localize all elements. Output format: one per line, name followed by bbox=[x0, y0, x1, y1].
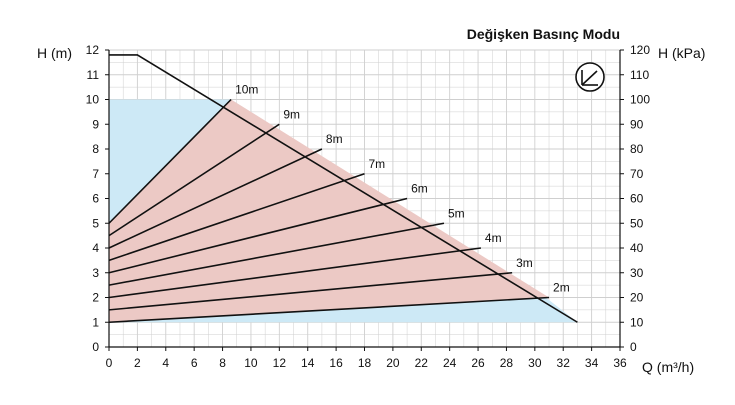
y-tick-label-right: 50 bbox=[630, 216, 644, 230]
x-tick-label: 4 bbox=[162, 356, 169, 370]
y-tick-label-right: 80 bbox=[630, 142, 644, 156]
series-line-10m bbox=[108, 98, 232, 224]
x-tick-label: 10 bbox=[244, 356, 258, 370]
series-label-2m: 2m bbox=[553, 281, 570, 295]
y-tick-label-right: 20 bbox=[630, 291, 644, 305]
series-line-4m bbox=[108, 247, 481, 299]
y-tick-label-right: 110 bbox=[630, 68, 649, 82]
y-tick-label-left: 2 bbox=[92, 291, 99, 305]
y-tick-label-left: 0 bbox=[92, 340, 99, 354]
operating-region bbox=[109, 99, 550, 323]
series-label-3m: 3m bbox=[516, 256, 533, 270]
series-label-8m: 8m bbox=[326, 132, 343, 146]
x-tick-label: 20 bbox=[386, 356, 400, 370]
x-tick-label: 34 bbox=[585, 356, 599, 370]
x-tick-label: 2 bbox=[134, 356, 141, 370]
series-line-6m bbox=[108, 197, 408, 274]
series-label-7m: 7m bbox=[369, 157, 386, 171]
series-line-8m bbox=[108, 148, 323, 249]
y-tick-label-left: 4 bbox=[92, 241, 99, 255]
x-tick-label: 22 bbox=[415, 356, 429, 370]
series-line-2m bbox=[108, 296, 550, 324]
y-tick-label-right: 90 bbox=[630, 117, 644, 131]
y-tick-label-right: 120 bbox=[630, 43, 650, 57]
x-tick-label: 18 bbox=[358, 356, 372, 370]
series-label-10m: 10m bbox=[235, 83, 258, 97]
y-tick-label-left: 11 bbox=[87, 68, 100, 82]
y-tick-label-right: 0 bbox=[630, 340, 637, 354]
x-tick-label: 32 bbox=[557, 356, 571, 370]
series-label-5m: 5m bbox=[448, 206, 465, 220]
y-tick-label-right: 40 bbox=[630, 241, 644, 255]
x-tick-label: 24 bbox=[443, 356, 457, 370]
series-label-6m: 6m bbox=[411, 182, 428, 196]
y-tick-label-left: 10 bbox=[86, 93, 100, 107]
series-line-7m bbox=[108, 172, 365, 262]
x-tick-label: 28 bbox=[500, 356, 514, 370]
y-tick-label-right: 60 bbox=[630, 192, 644, 206]
y-tick-label-left: 5 bbox=[92, 216, 99, 230]
y-tick-label-left: 7 bbox=[92, 167, 99, 181]
x-tick-label: 8 bbox=[219, 356, 226, 370]
series-label-9m: 9m bbox=[283, 107, 300, 121]
x-axis-title: Q (m³/h) bbox=[642, 359, 694, 375]
chart-title: Değişken Basınç Modu bbox=[467, 26, 620, 42]
proportional-pressure-icon bbox=[575, 62, 605, 92]
x-tick-label: 6 bbox=[191, 356, 198, 370]
y-tick-label-right: 10 bbox=[630, 315, 644, 329]
series-line-9m bbox=[108, 123, 280, 237]
y-tick-label-left: 8 bbox=[92, 142, 99, 156]
series-label-4m: 4m bbox=[485, 231, 502, 245]
x-tick-label: 12 bbox=[273, 356, 287, 370]
x-tick-label: 26 bbox=[471, 356, 485, 370]
y-tick-label-right: 100 bbox=[630, 93, 650, 107]
y-tick-label-right: 70 bbox=[630, 167, 644, 181]
max-pump-curve bbox=[109, 54, 578, 323]
y-tick-label-left: 6 bbox=[92, 192, 99, 206]
y-tick-label-right: 30 bbox=[630, 266, 644, 280]
y-axis-title-left: H (m) bbox=[37, 45, 72, 61]
regions bbox=[109, 99, 578, 323]
y-tick-label-left: 1 bbox=[92, 315, 99, 329]
y-tick-label-left: 12 bbox=[86, 43, 100, 57]
x-tick-label: 16 bbox=[329, 356, 343, 370]
x-tick-label: 30 bbox=[528, 356, 542, 370]
series-line-3m bbox=[108, 271, 513, 311]
y-tick-label-left: 3 bbox=[92, 266, 99, 280]
series-line-5m bbox=[108, 222, 445, 286]
y-axis-title-right: H (kPa) bbox=[658, 45, 705, 61]
x-tick-label: 14 bbox=[301, 356, 315, 370]
series-lines: 10m 9m 8m 7m 6m 5m 4m 3m 2m bbox=[108, 54, 578, 324]
y-tick-label-left: 9 bbox=[92, 117, 99, 131]
axes: 0 2 4 6 8 10 12 14 16 18 20 22 24 26 28 30 32 34 360123456… bbox=[86, 43, 651, 370]
x-tick-label: 36 bbox=[613, 356, 627, 370]
x-tick-label: 0 bbox=[106, 356, 113, 370]
